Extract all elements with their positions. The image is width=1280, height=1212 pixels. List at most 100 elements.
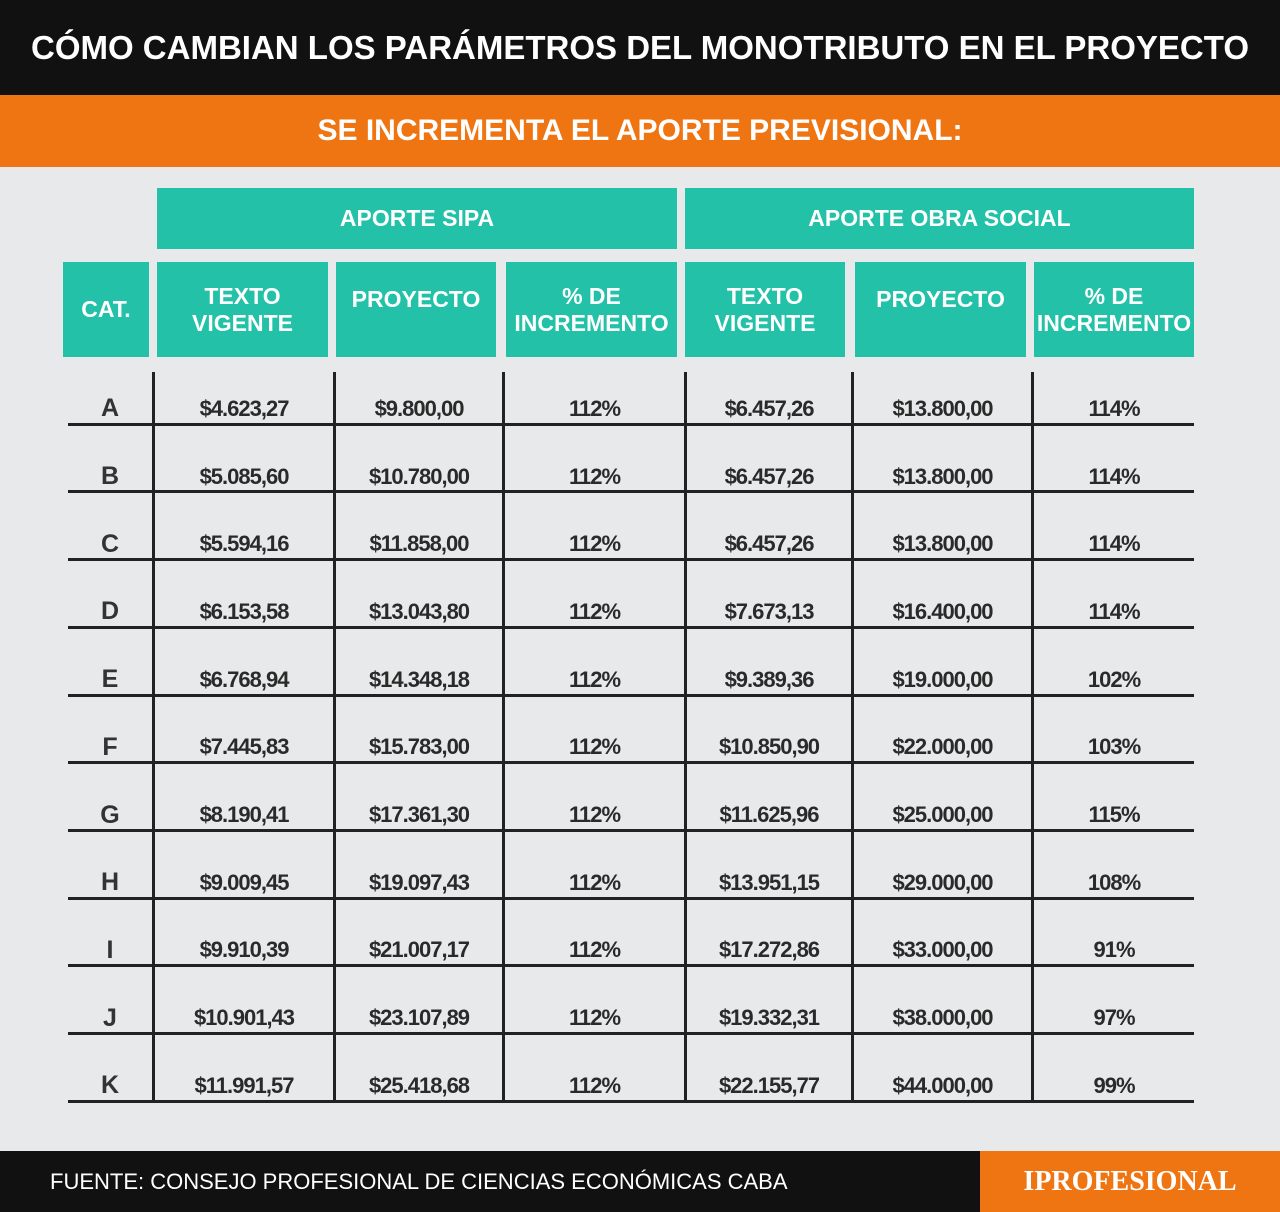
table-cell-cat: J — [103, 1003, 117, 1032]
table-cell-os-pct: 97% — [1093, 1005, 1135, 1031]
row-divider — [68, 558, 1194, 562]
table-cell-os-pct: 115% — [1088, 802, 1140, 828]
column-header-os-proyecto: PROYECTO — [855, 262, 1026, 357]
table-cell-cat: G — [100, 800, 120, 829]
column-header-os-texto-label: TEXTO VIGENTE — [714, 282, 816, 336]
column-header-os-pct: % DE INCREMENTO — [1034, 262, 1194, 357]
table-cell-os-proyecto: $38.000,00 — [892, 1005, 993, 1031]
table-cell-os-pct: 114% — [1088, 598, 1140, 624]
page-title: CÓMO CAMBIAN LOS PARÁMETROS DEL MONOTRIB… — [0, 0, 1280, 95]
table-cell-sipa-proyecto: $17.361,30 — [368, 802, 470, 828]
row-divider — [68, 964, 1194, 968]
table-cell-sipa-proyecto: $14.348,18 — [368, 666, 470, 692]
table-cell-cat: F — [102, 732, 118, 761]
column-divider — [684, 372, 687, 1102]
table-cell-os-texto: $7.673,13 — [724, 598, 815, 624]
table-cell-os-texto: $10.850,90 — [718, 734, 820, 760]
column-divider — [851, 372, 854, 1102]
table-cell-os-texto: $22.155,77 — [718, 1072, 820, 1098]
table-cell-cat: B — [100, 462, 120, 491]
table-cell-os-pct: 102% — [1087, 666, 1141, 692]
table-cell-sipa-pct: 112% — [568, 598, 621, 624]
table-cell-os-proyecto: $13.800,00 — [892, 531, 993, 557]
table-cell-os-proyecto: $13.800,00 — [892, 463, 993, 489]
source-note: FUENTE: CONSEJO PROFESIONAL DE CIENCIAS … — [0, 1151, 980, 1212]
table-cell-sipa-pct: 112% — [568, 734, 621, 760]
table-cell-sipa-texto: $4.623,27 — [199, 395, 290, 421]
table-cell-cat: E — [101, 665, 119, 694]
column-divider — [152, 372, 155, 1102]
column-divider — [502, 372, 505, 1102]
row-divider — [68, 828, 1194, 832]
table-cell-sipa-proyecto: $11.858,00 — [369, 531, 470, 557]
table-cell-os-proyecto: $13.800,00 — [892, 395, 993, 421]
table-cell-os-texto: $6.457,26 — [724, 463, 815, 489]
column-header-cat-label: CAT. — [81, 296, 131, 322]
row-divider — [68, 625, 1194, 629]
table-cell-os-proyecto: $33.000,00 — [892, 937, 993, 963]
table-cell-sipa-pct: 112% — [568, 937, 621, 963]
table-cell-sipa-proyecto: $15.783,00 — [368, 734, 470, 760]
table-cell-os-texto: $11.625,96 — [719, 802, 820, 828]
logo-iprofesional: IPROFESIONAL — [980, 1151, 1280, 1212]
table-cell-sipa-proyecto: $9.800,00 — [374, 395, 465, 421]
column-header-sipa-pct-label: % DE INCREMENTO — [514, 282, 669, 336]
row-divider — [68, 693, 1194, 697]
table-cell-sipa-proyecto: $25.418,68 — [368, 1072, 470, 1098]
table-cell-sipa-texto: $5.594,16 — [199, 531, 290, 557]
group-header-obra-social: APORTE OBRA SOCIAL — [685, 188, 1194, 249]
table-cell-cat: D — [100, 597, 120, 626]
table-cell-sipa-texto: $9.009,45 — [199, 869, 290, 895]
row-divider — [68, 1032, 1194, 1035]
table-cell-os-proyecto: $22.000,00 — [892, 734, 993, 760]
column-divider — [333, 372, 336, 1102]
row-divider — [68, 896, 1194, 900]
row-divider — [68, 1099, 1194, 1103]
column-header-sipa-proyecto: PROYECTO — [336, 262, 496, 357]
table-cell-os-pct: 108% — [1087, 869, 1141, 895]
table-cell-sipa-texto: $9.910,39 — [199, 937, 290, 963]
table-cell-cat: H — [100, 868, 120, 897]
table-cell-os-pct: 114% — [1088, 531, 1140, 557]
table-cell-cat: K — [100, 1071, 120, 1100]
table-cell-cat: C — [100, 529, 120, 558]
table-cell-sipa-proyecto: $19.097,43 — [368, 869, 470, 895]
table-cell-os-pct: 91% — [1093, 937, 1135, 963]
table-cell-sipa-texto: $6.153,58 — [199, 598, 290, 624]
table-cell-os-texto: $17.272,86 — [718, 937, 820, 963]
table-cell-os-proyecto: $29.000,00 — [892, 869, 993, 895]
table-cell-sipa-pct: 112% — [568, 1005, 621, 1031]
table-cell-sipa-proyecto: $23.107,89 — [368, 1005, 470, 1031]
table-cell-sipa-texto: $11.991,57 — [194, 1072, 295, 1098]
table-cell-sipa-pct: 112% — [568, 666, 621, 692]
column-header-sipa-pct: % DE INCREMENTO — [506, 262, 677, 357]
table-cell-sipa-proyecto: $13.043,80 — [368, 598, 470, 624]
column-header-sipa-proyecto-label: PROYECTO — [351, 286, 481, 312]
table-cell-cat: I — [106, 935, 114, 964]
table-cell-sipa-texto: $10.901,43 — [193, 1005, 295, 1031]
table-cell-os-texto: $13.951,15 — [718, 869, 820, 895]
table-cell-sipa-proyecto: $10.780,00 — [368, 463, 470, 489]
column-header-os-texto: TEXTO VIGENTE — [685, 262, 845, 357]
table-cell-os-proyecto: $19.000,00 — [892, 666, 993, 692]
column-header-os-proyecto-label: PROYECTO — [876, 286, 1005, 312]
table-cell-sipa-pct: 112% — [568, 869, 621, 895]
page-subtitle: SE INCREMENTA EL APORTE PREVISIONAL: — [0, 95, 1280, 167]
table-cell-sipa-texto: $7.445,83 — [199, 734, 290, 760]
table-cell-sipa-proyecto: $21.007,17 — [368, 937, 470, 963]
column-header-cat: CAT. — [63, 262, 149, 357]
table-cell-cat: A — [100, 394, 120, 423]
row-divider — [68, 761, 1194, 765]
table-cell-os-proyecto: $44.000,00 — [892, 1072, 993, 1098]
column-header-sipa-texto-label: TEXTO VIGENTE — [192, 282, 293, 336]
row-divider — [68, 490, 1194, 494]
table-cell-sipa-pct: 112% — [568, 395, 621, 421]
table-cell-os-proyecto: $25.000,00 — [892, 802, 993, 828]
column-header-sipa-texto: TEXTO VIGENTE — [157, 262, 328, 357]
column-divider — [1031, 372, 1034, 1102]
table-cell-os-texto: $9.389,36 — [724, 666, 815, 692]
table-cell-os-pct: 114% — [1088, 463, 1140, 489]
column-header-os-pct-label: % DE INCREMENTO — [1036, 282, 1192, 336]
table-cell-os-pct: 99% — [1093, 1072, 1135, 1098]
table-cell-sipa-pct: 112% — [568, 531, 621, 557]
